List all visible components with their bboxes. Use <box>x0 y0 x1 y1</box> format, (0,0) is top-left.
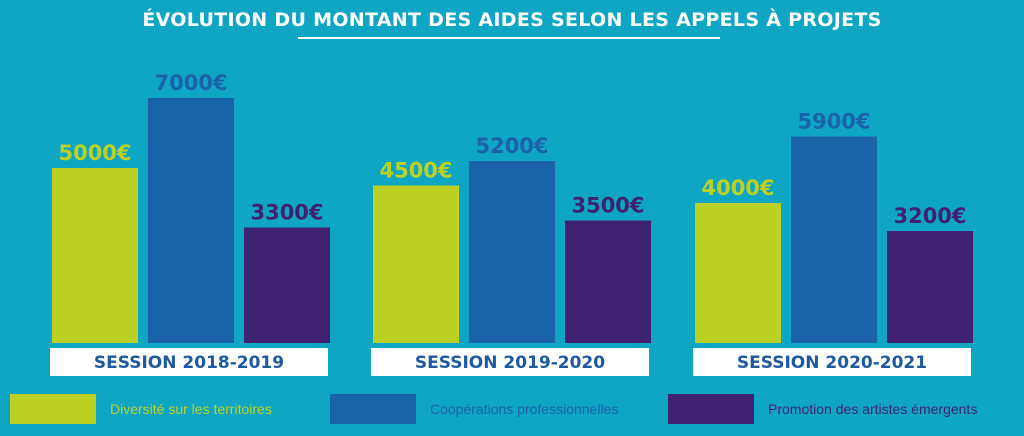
data-label-cooperations-professionnelles-2: 5200€ <box>475 134 548 158</box>
legend-swatch-diversite <box>10 394 96 424</box>
legend-swatch-promotion <box>668 394 754 424</box>
legend-label-promotion: Promotion des artistes émergents <box>768 401 978 417</box>
legend-label-cooperations: Coopérations professionnelles <box>430 401 619 417</box>
category-label-1: SESSION 2018-2019 <box>94 353 284 373</box>
bar-promotion-des-artistes-emergents-3 <box>887 231 973 343</box>
category-label-2: SESSION 2019-2020 <box>415 353 605 373</box>
category-box-3 <box>693 348 971 376</box>
title-underline <box>298 37 720 39</box>
data-label-diversite-sur-les-territoires-1: 5000€ <box>58 141 131 165</box>
category-box-2 <box>371 348 649 376</box>
chart-title: ÉVOLUTION DU MONTANT DES AIDES SELON LES… <box>142 9 882 31</box>
bar-cooperations-professionnelles-2 <box>469 161 555 343</box>
bar-cooperations-professionnelles-3 <box>791 136 877 343</box>
data-label-promotion-des-artistes-emergents-2: 3500€ <box>571 194 644 218</box>
data-label-cooperations-professionnelles-3: 5900€ <box>797 110 870 134</box>
category-label-3: SESSION 2020-2021 <box>737 353 927 373</box>
legend-swatch-cooperations <box>330 394 416 424</box>
bar-diversite-sur-les-territoires-3 <box>695 203 781 343</box>
bar-promotion-des-artistes-emergents-2 <box>565 220 651 343</box>
data-label-diversite-sur-les-territoires-2: 4500€ <box>379 159 452 183</box>
legend-label-diversite: Diversité sur les territoires <box>110 401 272 417</box>
bar-cooperations-professionnelles-1 <box>148 98 234 343</box>
category-box-1 <box>50 348 328 376</box>
data-label-diversite-sur-les-territoires-3: 4000€ <box>701 176 774 200</box>
data-label-promotion-des-artistes-emergents-1: 3300€ <box>250 201 323 225</box>
bar-promotion-des-artistes-emergents-1 <box>244 227 330 343</box>
bar-diversite-sur-les-territoires-1 <box>52 168 138 343</box>
bar-diversite-sur-les-territoires-2 <box>373 185 459 343</box>
legend: Diversité sur les territoires Coopératio… <box>0 394 1024 426</box>
data-label-promotion-des-artistes-emergents-3: 3200€ <box>893 204 966 228</box>
data-label-cooperations-professionnelles-1: 7000€ <box>154 71 227 95</box>
bar-chart: 5000€ 7000€ 3300€ SESSION 2018-2019 4500€ 520… <box>50 71 973 376</box>
